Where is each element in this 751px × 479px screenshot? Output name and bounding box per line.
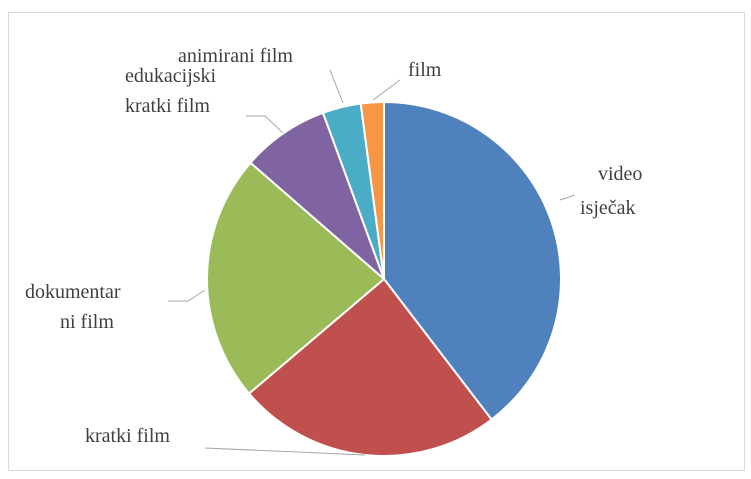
- slice-label: animirani film: [178, 45, 293, 67]
- leader-line: [372, 79, 401, 101]
- pie-slice: [247, 277, 494, 457]
- leader-line: [559, 194, 576, 201]
- leader-line: [246, 115, 284, 134]
- slice-label: edukacijski kratki film: [125, 65, 217, 117]
- slice-label: kratki film: [85, 425, 170, 447]
- slice-label: video isječak: [580, 163, 642, 219]
- leader-line: [168, 289, 206, 302]
- pie-slice: [249, 111, 385, 280]
- pie-slice: [383, 100, 562, 421]
- pie-slice: [206, 161, 386, 395]
- pie-slice: [359, 100, 385, 280]
- slice-label: film: [408, 59, 442, 81]
- leader-line: [329, 69, 344, 104]
- leader-line: [204, 447, 366, 456]
- slice-label: dokumentar ni film: [25, 281, 121, 333]
